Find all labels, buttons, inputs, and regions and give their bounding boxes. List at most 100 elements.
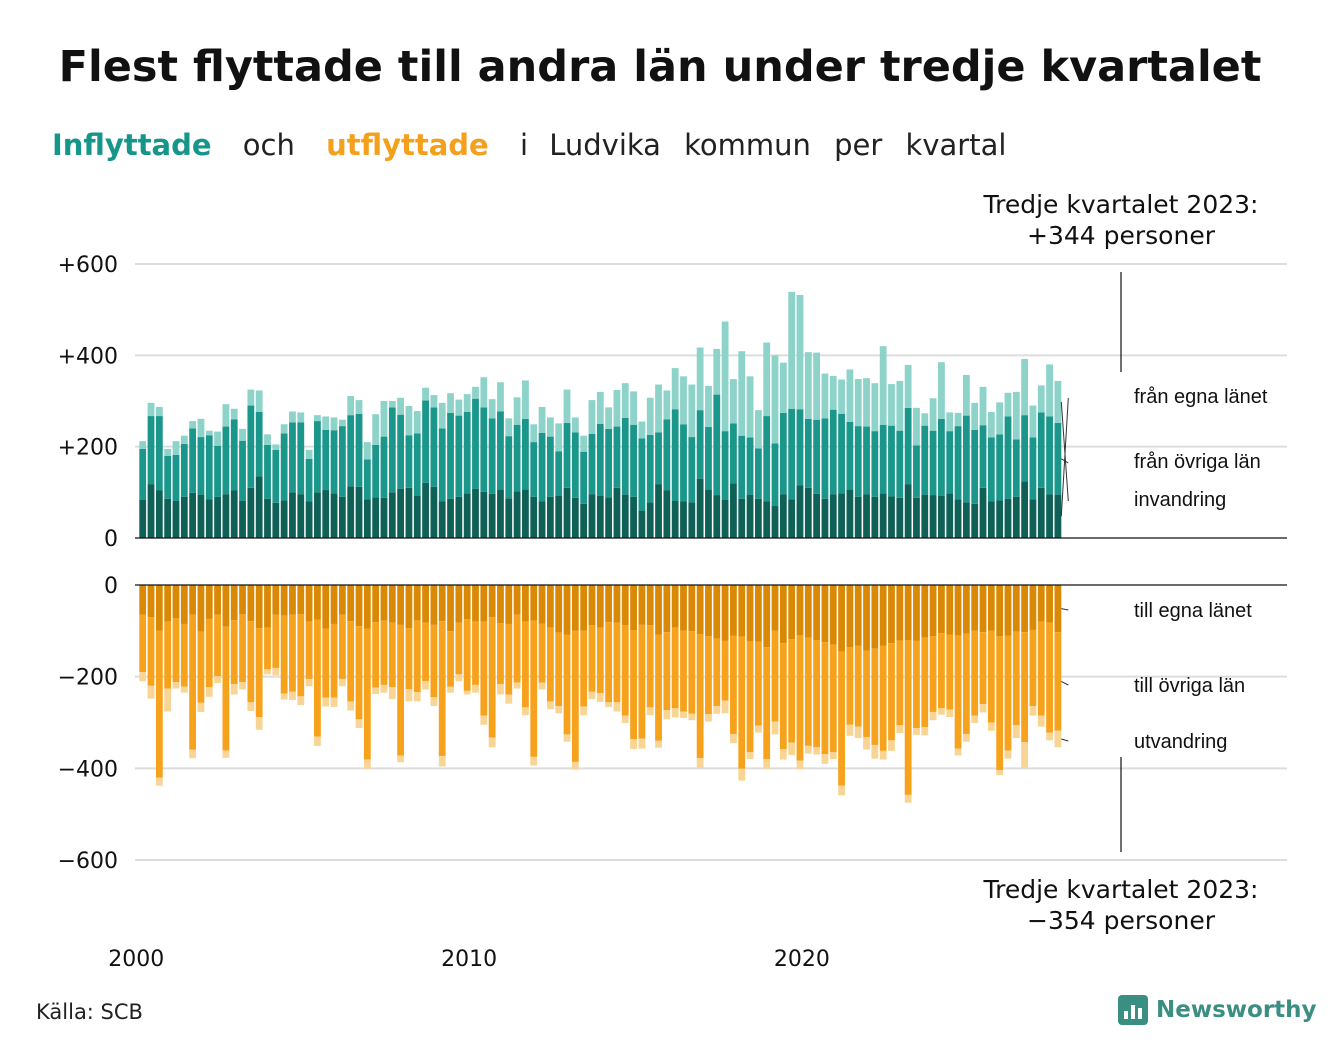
bar-out-2 (838, 785, 845, 796)
bar-in-0 (180, 496, 188, 538)
bar-out-0 (696, 585, 704, 635)
bar-out-0 (255, 585, 263, 629)
bar-out-1 (305, 621, 313, 679)
bar-in-2 (829, 375, 837, 410)
newsworthy-icon (1118, 995, 1148, 1025)
bar-in-1 (821, 418, 829, 499)
bar-out-1 (272, 614, 280, 668)
bar-out-2 (555, 705, 563, 714)
bar-in-0 (522, 489, 529, 538)
bar-out-1 (879, 645, 887, 751)
bar-in-0 (779, 494, 787, 538)
bar-in-1 (139, 448, 147, 500)
bar-out-0 (904, 585, 912, 640)
bar-out-1 (680, 630, 687, 712)
bar-out-0 (979, 585, 987, 633)
bar-out-0 (730, 585, 737, 636)
bar-out-1 (796, 635, 804, 761)
bar-in-0 (588, 494, 596, 538)
annotation-top-line2: +344 personer (1027, 221, 1216, 250)
bar-in-1 (430, 407, 438, 487)
bar-in-2 (522, 380, 529, 419)
bar-in-0 (754, 498, 762, 538)
bar-out-0 (1046, 585, 1053, 623)
bar-in-2 (821, 373, 829, 419)
bar-in-0 (596, 495, 604, 538)
bar-out-2 (1021, 742, 1029, 769)
label-leader (1060, 397, 1069, 517)
bar-out-0 (330, 585, 338, 624)
bar-out-1 (230, 620, 238, 684)
bar-in-2 (546, 417, 554, 437)
bar-out-1 (863, 650, 870, 738)
source-note: Källa: SCB (36, 1000, 143, 1024)
bar-out-0 (663, 585, 671, 633)
bar-out-0 (946, 585, 954, 635)
bar-in-2 (721, 321, 729, 432)
bar-out-1 (172, 617, 180, 683)
bar-in-1 (996, 434, 1004, 501)
bar-in-0 (422, 482, 429, 538)
bar-out-0 (621, 585, 629, 626)
bar-in-2 (621, 383, 629, 418)
bar-in-0 (338, 496, 346, 538)
bar-in-0 (605, 497, 613, 538)
bar-out-2 (1012, 725, 1020, 739)
bar-out-1 (155, 630, 163, 778)
bar-out-0 (854, 585, 862, 646)
bar-in-0 (264, 498, 271, 538)
bar-out-2 (913, 727, 920, 735)
bar-out-0 (1029, 585, 1037, 630)
bar-out-1 (721, 640, 729, 701)
bar-in-2 (297, 412, 305, 423)
bar-out-0 (929, 585, 937, 637)
bar-out-1 (621, 625, 629, 716)
bar-out-1 (530, 620, 538, 757)
bar-out-0 (555, 585, 563, 633)
bar-out-0 (264, 585, 271, 628)
bar-in-2 (455, 399, 463, 416)
bar-out-2 (463, 690, 471, 695)
bar-out-2 (987, 722, 995, 731)
brand-logo[interactable]: Newsworthy (1118, 995, 1317, 1025)
bar-in-2 (272, 444, 280, 450)
bar-in-0 (738, 498, 746, 538)
chart-title: Flest flyttade till andra län under tred… (58, 42, 1262, 92)
bar-out-0 (954, 585, 962, 636)
bar-out-0 (788, 585, 796, 640)
bar-out-1 (222, 626, 230, 751)
bar-out-1 (388, 622, 396, 688)
bar-in-1 (197, 437, 205, 495)
bar-in-0 (505, 498, 513, 538)
bar-out-1 (438, 621, 446, 756)
bar-out-2 (172, 682, 180, 689)
bar-out-2 (630, 738, 637, 750)
bar-in-1 (804, 418, 812, 488)
bar-in-2 (563, 389, 571, 423)
bar-out-2 (738, 768, 746, 781)
bar-out-2 (863, 737, 870, 750)
bar-in-2 (946, 412, 954, 432)
bar-out-1 (838, 651, 845, 786)
bar-in-1 (713, 394, 721, 496)
bar-in-2 (388, 400, 396, 408)
bar-in-2 (705, 385, 712, 428)
bar-in-2 (971, 402, 979, 430)
bar-out-0 (239, 585, 246, 615)
bar-in-2 (663, 390, 671, 420)
bar-in-1 (879, 424, 887, 494)
bar-in-1 (1012, 439, 1020, 497)
bar-out-2 (472, 684, 479, 693)
bar-out-0 (422, 585, 429, 623)
bar-out-2 (829, 752, 837, 760)
bar-out-2 (946, 709, 954, 717)
bar-in-0 (1012, 496, 1020, 538)
bar-in-0 (247, 487, 255, 538)
subtitle-and-word: och (242, 128, 295, 162)
bar-out-1 (164, 621, 172, 689)
bar-in-2 (355, 400, 363, 414)
bar-out-2 (821, 754, 829, 764)
bar-out-2 (488, 737, 496, 748)
bar-in-1 (222, 426, 230, 495)
bar-out-0 (987, 585, 995, 631)
